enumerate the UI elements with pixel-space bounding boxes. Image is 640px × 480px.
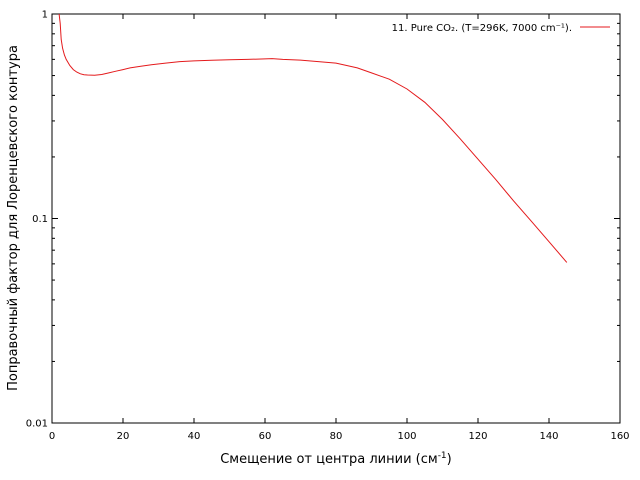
x-tick-label: 80 bbox=[330, 431, 343, 442]
x-axis-title-superscript: -1 bbox=[438, 451, 447, 461]
x-tick-label: 40 bbox=[188, 431, 201, 442]
x-tick-label: 140 bbox=[539, 431, 558, 442]
y-tick-label: 0.1 bbox=[32, 214, 48, 225]
plot-frame bbox=[51, 13, 621, 424]
x-tick-label: 20 bbox=[117, 431, 130, 442]
x-axis-title: Смещение от центра линии (см-1) bbox=[220, 451, 452, 467]
legend: 11. Pure CO₂. (T=296K, 7000 cm⁻¹). bbox=[392, 23, 610, 34]
x-tick-label: 60 bbox=[259, 431, 272, 442]
series-layer bbox=[58, 13, 568, 263]
y-tick-label: 0.01 bbox=[26, 419, 48, 430]
x-axis-title-tail: ) bbox=[447, 452, 452, 467]
x-tick-label: 0 bbox=[49, 431, 55, 442]
x-tick-label: 160 bbox=[610, 431, 629, 442]
y-axis-title: Поправочный фактор для Лоренцевского кон… bbox=[6, 45, 21, 391]
x-tick-label: 100 bbox=[397, 431, 416, 442]
x-tick-label: 120 bbox=[468, 431, 487, 442]
series-line bbox=[58, 13, 568, 263]
x-axis-title-text: Смещение от центра линии (см bbox=[220, 452, 437, 467]
x-axis-ticks: 0 20 40 60 80 100 120 140 160 bbox=[49, 14, 630, 442]
y-axis-ticks: 0.01 0.1 1 bbox=[26, 10, 620, 430]
y-tick-label: 1 bbox=[42, 10, 48, 21]
legend-label: 11. Pure CO₂. (T=296K, 7000 cm⁻¹). bbox=[392, 23, 572, 34]
